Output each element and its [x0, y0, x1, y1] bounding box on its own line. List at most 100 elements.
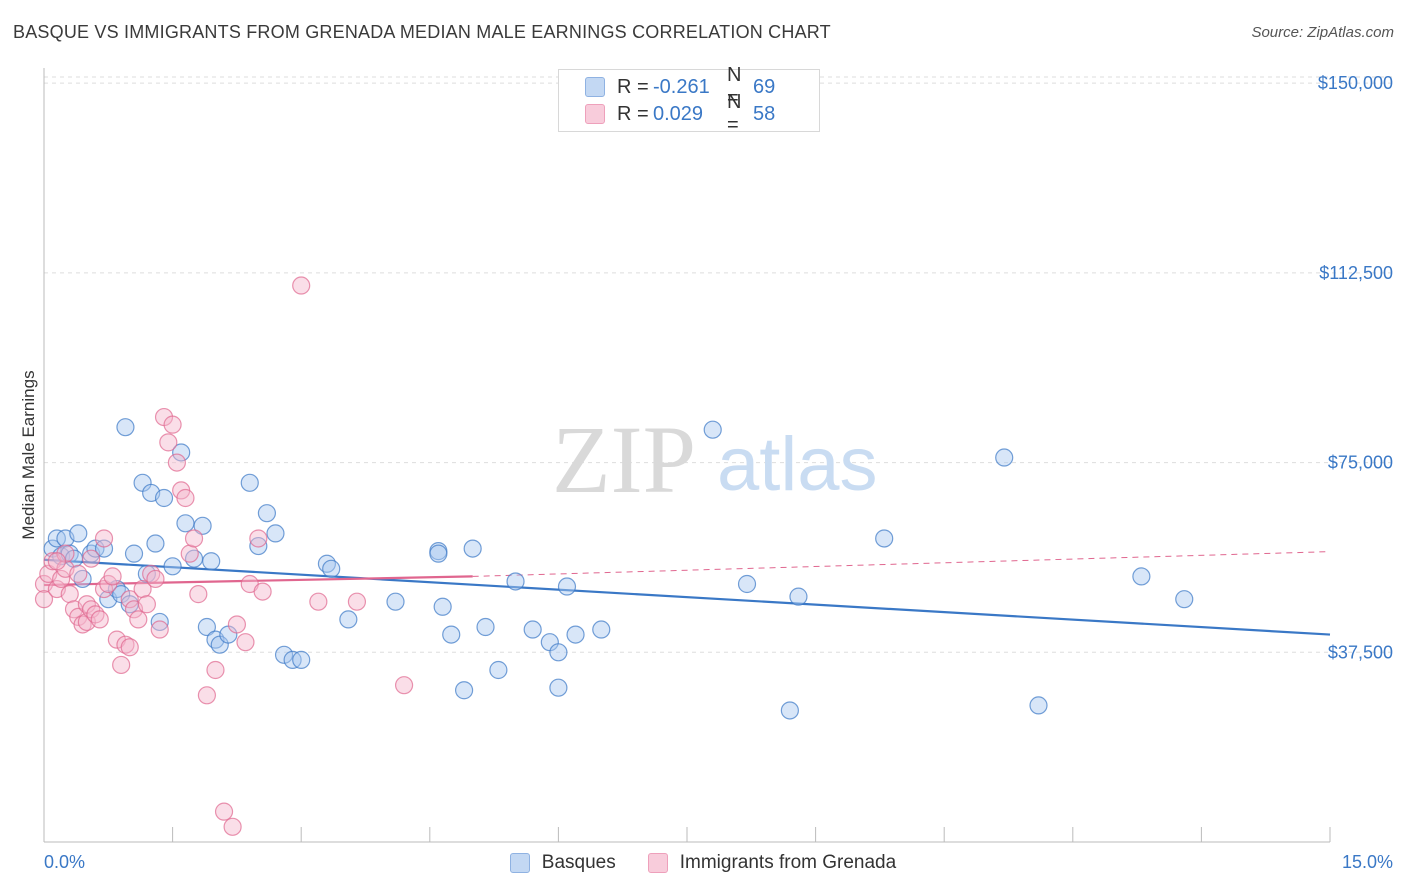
point-basques	[703, 420, 722, 439]
point-grenada	[159, 433, 178, 452]
legend-swatch-blue	[509, 853, 530, 873]
point-basques	[1029, 696, 1048, 715]
legend-row-grenada: R = 0.029 N = 58	[585, 91, 776, 136]
x-tick-label-min: 0.0%	[44, 852, 85, 872]
point-basques	[463, 539, 482, 558]
point-basques	[339, 610, 358, 629]
point-basques	[780, 701, 799, 720]
legend-item-grenada[interactable]: Immigrants from Grenada	[647, 852, 897, 874]
point-grenada	[223, 817, 242, 836]
point-basques	[150, 612, 169, 632]
point-basques	[566, 625, 585, 644]
grid	[44, 76, 1394, 653]
point-basques	[506, 572, 525, 591]
point-basques	[523, 620, 542, 639]
point-basques	[202, 552, 221, 571]
trendline-grenada	[472, 551, 1331, 577]
point-grenada	[197, 686, 216, 705]
point-grenada	[120, 590, 139, 609]
point-basques	[154, 488, 174, 508]
point-grenada	[112, 655, 131, 675]
correlation-legend: R = -0.261 N = 69 R = 0.029 N = 58	[558, 64, 820, 136]
point-basques	[94, 539, 114, 558]
trendlines	[43, 551, 1331, 636]
point-basques	[737, 574, 757, 594]
legend-n-value: 69	[753, 75, 776, 98]
watermark: ZIP atlas	[552, 406, 878, 513]
legend-row-basques: R = -0.261 N = 69	[585, 64, 776, 109]
legend-swatch-blue	[585, 77, 605, 97]
point-grenada	[249, 529, 268, 548]
y-tick-label: $112,500	[1319, 263, 1393, 283]
point-basques	[442, 625, 461, 644]
point-basques	[1132, 567, 1151, 586]
point-grenada	[253, 582, 272, 601]
point-grenada	[90, 610, 109, 629]
point-basques	[197, 617, 216, 637]
point-basques	[240, 473, 259, 492]
point-grenada	[227, 615, 246, 634]
trendline-basques	[43, 558, 1331, 636]
point-basques	[1175, 590, 1194, 609]
legend-r-label: R =	[617, 102, 649, 125]
point-basques	[193, 516, 212, 535]
chart-title: BASQUE VS IMMIGRANTS FROM GRENADA MEDIAN…	[13, 22, 831, 42]
legend-label-basques: Basques	[541, 852, 616, 873]
point-basques	[69, 524, 88, 543]
point-grenada	[52, 569, 71, 589]
point-basques	[163, 557, 182, 576]
legend-n-label: N =	[727, 91, 742, 136]
point-basques	[266, 524, 285, 543]
data-points	[34, 276, 1194, 836]
point-basques	[172, 443, 191, 462]
legend-n-value: 58	[753, 102, 776, 125]
point-basques	[176, 514, 195, 533]
point-grenada	[47, 552, 66, 571]
legend-r-value: 0.029	[653, 102, 704, 125]
point-basques	[592, 620, 611, 639]
point-basques	[146, 534, 165, 553]
point-grenada	[189, 585, 208, 604]
y-axis-title: Median Male Earnings	[19, 370, 38, 539]
point-basques	[995, 448, 1014, 467]
point-grenada	[94, 529, 114, 548]
point-grenada	[309, 592, 328, 611]
watermark-atlas: atlas	[717, 422, 878, 507]
point-basques	[116, 418, 135, 437]
legend-r-value: -0.261	[653, 75, 710, 98]
x-tick-labels: 0.0% 15.0%	[44, 852, 1393, 872]
point-grenada	[347, 592, 367, 611]
point-basques	[257, 504, 277, 523]
legend-label-grenada: Immigrants from Grenada	[679, 852, 897, 873]
point-grenada	[214, 802, 234, 821]
point-basques	[875, 529, 894, 548]
point-grenada	[69, 564, 88, 583]
point-grenada	[129, 610, 148, 629]
point-basques	[249, 536, 268, 556]
legend-r-label: R =	[617, 75, 649, 98]
point-grenada	[34, 590, 54, 609]
point-grenada	[206, 660, 225, 680]
point-grenada	[176, 488, 195, 508]
legend-n-label: N =	[727, 64, 742, 109]
point-basques	[274, 645, 294, 664]
point-grenada	[103, 567, 122, 586]
point-grenada	[60, 585, 79, 604]
point-grenada	[163, 415, 182, 434]
watermark-zip: ZIP	[552, 406, 696, 513]
legend-item-basques[interactable]: Basques	[509, 852, 616, 874]
legend-swatch-pink	[647, 853, 668, 873]
point-grenada	[146, 569, 165, 589]
point-grenada	[167, 453, 186, 472]
point-grenada	[137, 595, 156, 614]
y-tick-labels: $37,500 $75,000 $112,500 $150,000	[1318, 73, 1393, 662]
point-basques	[549, 643, 568, 662]
point-basques	[557, 577, 577, 596]
source-text: Source: ZipAtlas.com	[1251, 24, 1394, 41]
point-grenada	[82, 549, 101, 568]
legend-swatch-pink	[585, 104, 605, 124]
point-grenada	[236, 633, 255, 652]
point-basques	[124, 544, 144, 563]
axes	[43, 68, 1331, 843]
